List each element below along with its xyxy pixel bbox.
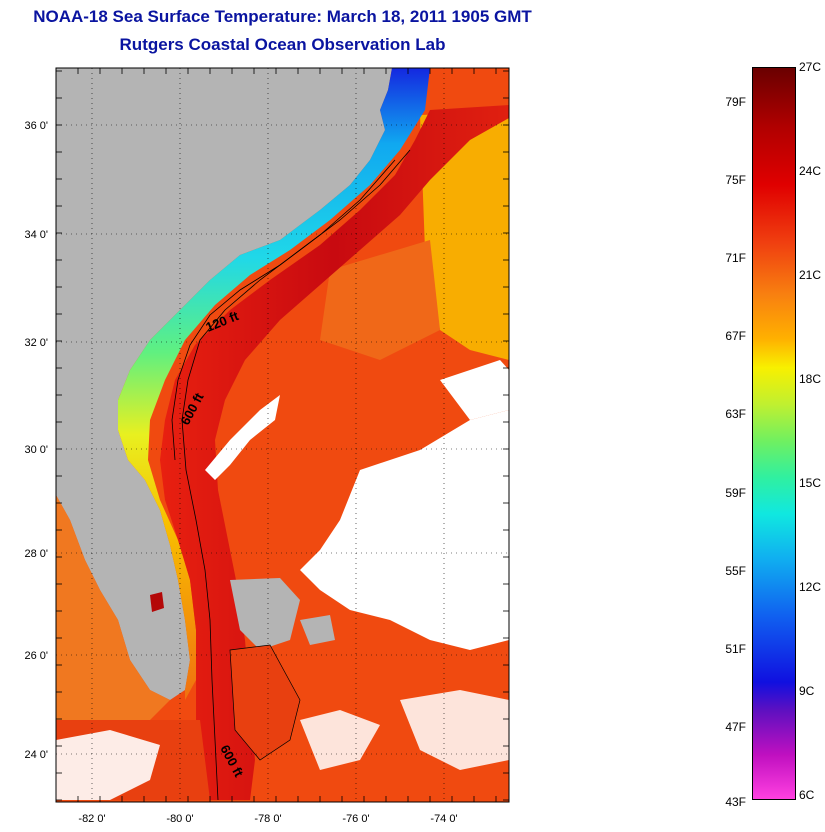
lat-tick-label: 34 0' — [24, 229, 48, 241]
lon-tick-label: -74 0' — [430, 813, 457, 825]
land-mass — [56, 68, 392, 700]
cloud-patch — [300, 710, 380, 770]
lon-tick-label: -76 0' — [342, 813, 369, 825]
map-title: NOAA-18 Sea Surface Temperature: March 1… — [33, 7, 532, 26]
lon-tick-label: -82 0' — [78, 813, 105, 825]
colorbar-fahrenheit-label: 55F — [725, 563, 746, 578]
cloud-patch — [205, 395, 280, 480]
axis-tick-labels: -82 0' -80 0' -78 0' -76 0' -74 0' 36 0' 34 0'… — [24, 120, 457, 825]
bahamas-bank — [229, 644, 301, 761]
map-frame — [55, 67, 510, 803]
colorbar-fahrenheit-label: 51F — [725, 641, 746, 656]
colorbar-celsius-label: 21C — [799, 268, 822, 282]
colorbar-celsius-label: 24C — [799, 164, 822, 178]
lat-tick-label: 28 0' — [24, 548, 48, 560]
lat-lon-grid — [55, 68, 509, 802]
lat-tick-label: 30 0' — [24, 444, 48, 456]
lat-tick-label: 26 0' — [24, 650, 48, 662]
lon-tick-label: -78 0' — [254, 813, 281, 825]
colorbar-celsius-label: 6C — [799, 788, 815, 802]
lat-tick-label: 24 0' — [24, 749, 48, 761]
colorbar-fahrenheit-label: 71F — [725, 251, 746, 266]
contour-120ft — [171, 159, 396, 461]
map-subtitle: Rutgers Coastal Ocean Observation Lab — [119, 35, 446, 54]
lat-tick-label: 36 0' — [24, 120, 48, 132]
cloud-patch — [300, 410, 509, 650]
colorbar-fahrenheit-label: 63F — [725, 407, 746, 422]
colorbar-fahrenheit-label: 47F — [725, 719, 746, 734]
colorbar-fahrenheit-label: 75F — [725, 173, 746, 188]
lon-tick-label: -80 0' — [166, 813, 193, 825]
colorbar-celsius-label: 27C — [799, 60, 822, 74]
cloud-patch — [440, 360, 509, 420]
colorbar-celsius-label: 9C — [799, 684, 815, 698]
gulf-of-mexico-water — [56, 495, 170, 720]
contour-600ft — [181, 149, 411, 801]
bahamas-island — [300, 615, 335, 645]
bahamas-island — [230, 578, 300, 650]
lake-okeechobee — [150, 592, 164, 612]
colorbar-fahrenheit-label: 43F — [725, 795, 746, 809]
offshore-warm-water — [420, 112, 509, 360]
colorbar-fahrenheit-label: 59F — [725, 485, 746, 500]
cloud-patch — [56, 730, 160, 800]
colorbar-fahrenheit-label: 67F — [725, 329, 746, 344]
gulf-stream — [160, 105, 509, 800]
colorbar-celsius-label: 18C — [799, 372, 822, 386]
sst-map: -82 0' -80 0' -78 0' -76 0' -74 0' 36 0' 34 0'… — [0, 60, 560, 832]
colorbar-fahrenheit-label: 79F — [725, 95, 746, 109]
continental-shelf-water — [118, 68, 430, 700]
cloud-patch — [400, 690, 509, 770]
offshore-orange-water — [320, 240, 440, 360]
colorbar-celsius-label: 12C — [799, 580, 822, 594]
lat-tick-label: 32 0' — [24, 337, 48, 349]
sst-map-canvas: -82 0' -80 0' -78 0' -76 0' -74 0' 36 0' 34 0'… — [24, 67, 510, 825]
temperature-colorbar — [752, 67, 796, 800]
colorbar-celsius-label: 15C — [799, 476, 822, 490]
